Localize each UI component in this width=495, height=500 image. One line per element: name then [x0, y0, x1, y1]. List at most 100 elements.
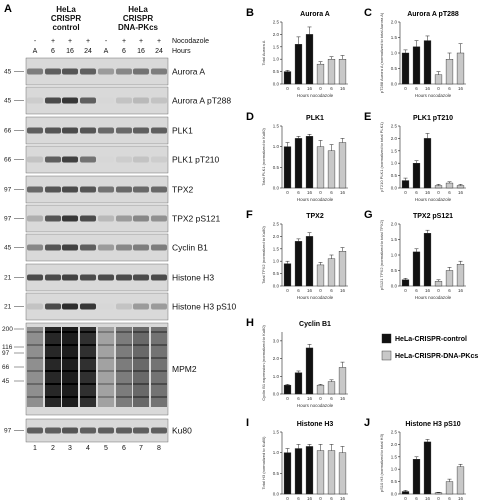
x-tick-label: 6	[330, 396, 333, 401]
blot-band	[45, 331, 61, 333]
blot-band	[151, 68, 167, 75]
blot-band	[80, 127, 96, 134]
bar	[434, 74, 443, 85]
chart-panel-d: D PLK1 0.0 0.5 1.0 1.5 Total PLK1 (normalized …	[246, 111, 348, 202]
blot-band	[62, 327, 78, 407]
blot-band	[27, 344, 43, 346]
blot-band	[80, 370, 96, 372]
blot-band	[45, 396, 61, 398]
blot-header: HeLaCRISPRcontrolHeLaCRISPRDNA-PKcsNocod…	[33, 5, 209, 55]
bar	[423, 441, 432, 495]
hours-value: 16	[66, 48, 74, 55]
blot-rows: Aurora A 45 Aurora A pT288 45 PLK1 66 PLK1 pT2…	[2, 57, 237, 443]
bar	[401, 52, 410, 85]
blot-row-label: PLK1	[172, 126, 193, 136]
bar	[434, 281, 443, 287]
mw-marker: 45	[2, 378, 10, 385]
blot-band	[133, 274, 149, 281]
blot-band	[133, 344, 149, 346]
blot-band	[151, 327, 167, 407]
y-axis-label: Total PLK1 (normalized to Ku80)	[261, 128, 266, 186]
x-tick-label: 6	[297, 86, 300, 91]
bar	[423, 40, 432, 85]
x-tick-label: 6	[415, 190, 418, 195]
bar	[305, 446, 314, 495]
x-tick-label: 16	[458, 288, 464, 293]
y-tick-label: 1.0	[273, 57, 280, 62]
x-tick-label: 0	[437, 86, 440, 91]
blot-band	[80, 156, 96, 163]
blot-row-label: TPX2 pS121	[172, 214, 220, 224]
x-axis-label: Hours nocodazole	[415, 197, 452, 202]
mw-marker: 116	[2, 344, 13, 351]
y-tick-label: 1.0	[273, 144, 280, 149]
y-tick-label: 1.0	[273, 450, 280, 455]
bar	[412, 459, 421, 495]
x-tick-label: 16	[340, 396, 346, 401]
lane-number: 3	[68, 445, 72, 452]
y-tick-label: 1.0	[391, 467, 398, 472]
y-tick-label: 0.0	[273, 392, 280, 397]
lane-number: 4	[86, 445, 90, 452]
y-tick-label: 0.0	[391, 186, 398, 191]
y-tick-label: 0.0	[273, 284, 280, 289]
x-axis-label: Hours nocodazole	[297, 197, 334, 202]
y-tick-label: 0.5	[391, 268, 398, 273]
blot-band	[62, 215, 78, 222]
blot-row-label: Ku80	[172, 426, 192, 436]
bar	[423, 138, 432, 189]
chart-title: Aurora A pT288	[407, 11, 459, 18]
bar	[327, 258, 336, 287]
blot-band	[27, 357, 43, 359]
y-tick-label: 2.0	[273, 234, 280, 239]
blot-row-label: Aurora A pT288	[172, 96, 231, 106]
chart-panel-c: C Aurora A pT288 0.0 0.5 1.0 1.5 2.0 pT288 Auro…	[364, 7, 466, 98]
bar	[327, 59, 336, 85]
blot-band	[27, 396, 43, 398]
blot-band	[80, 303, 96, 310]
y-tick-label: 0.5	[273, 165, 280, 170]
blot-band	[45, 327, 61, 407]
blot-band	[133, 303, 149, 310]
hours-value: 24	[84, 48, 92, 55]
bar	[445, 270, 454, 287]
blot-band	[45, 383, 61, 385]
y-tick-label: 2.5	[391, 124, 398, 129]
blot-band	[62, 383, 78, 385]
chart-panel-j: J Histone H3 pS10 0.0 0.5 1.0 1.5 2.0 2.5 pS10 H…	[364, 417, 466, 500]
bar	[294, 448, 303, 495]
y-tick-label: 1.5	[273, 124, 280, 129]
blot-row-label: Histone H3	[172, 273, 214, 283]
chart-title: Aurora A	[300, 11, 330, 18]
legend-label: HeLa-CRISPR-control	[395, 336, 467, 343]
x-tick-label: 16	[340, 190, 346, 195]
bar	[316, 450, 325, 495]
blot-band	[116, 244, 132, 251]
x-axis-label: Hours nocodazole	[297, 93, 334, 98]
chart-panel-e: E PLK1 pT210 0.0 0.5 1.0 1.5 2.0 2.5 pT210 PLK1 …	[364, 111, 466, 202]
hours-value: 24	[155, 48, 163, 55]
bar	[401, 279, 410, 287]
blot-band	[27, 127, 43, 134]
panel-label: I	[246, 417, 249, 429]
chart-title: PLK1	[306, 115, 324, 122]
x-tick-label: 16	[340, 86, 346, 91]
y-axis-label: pS121 TPX2 (normalized to total TPX2)	[379, 219, 384, 290]
bar	[294, 372, 303, 395]
blot-band	[45, 274, 61, 281]
y-tick-label: 1.0	[273, 374, 280, 379]
blot-band	[116, 327, 132, 407]
bar	[283, 71, 292, 85]
mw-marker: 97	[4, 428, 12, 435]
y-tick-label: 3.0	[273, 338, 280, 343]
blot-band	[98, 357, 114, 359]
blot-band	[116, 215, 132, 222]
y-tick-label: 1.5	[391, 237, 398, 242]
blot-band	[133, 427, 149, 434]
y-tick-label: 1.5	[391, 148, 398, 153]
legend-swatch	[381, 333, 392, 344]
mw-marker: 66	[4, 128, 12, 135]
bar	[283, 452, 292, 495]
x-tick-label: 16	[307, 288, 313, 293]
blot-band	[151, 97, 167, 104]
